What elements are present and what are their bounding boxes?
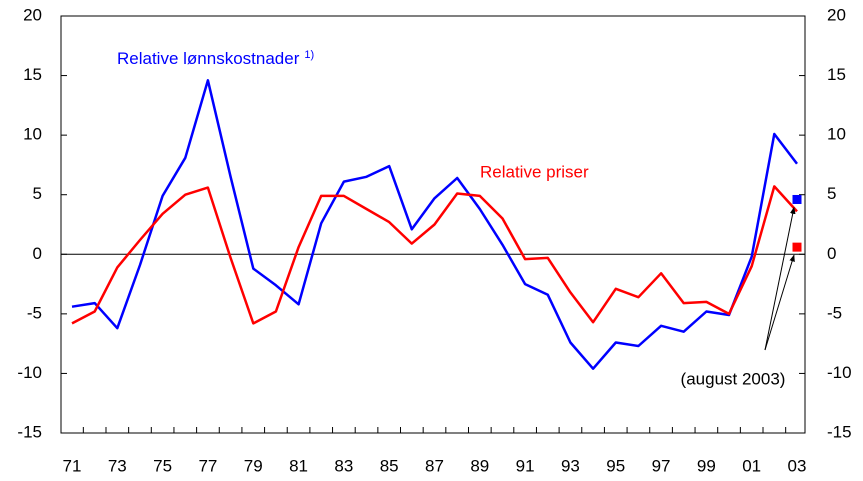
y2-tick-label: 20 bbox=[827, 5, 846, 24]
point-marker bbox=[792, 242, 802, 252]
x-tick-label: 01 bbox=[742, 456, 761, 475]
point-marker bbox=[792, 194, 802, 204]
x-tick-label: 99 bbox=[697, 456, 716, 475]
y2-tick-label: 0 bbox=[827, 244, 836, 263]
plot-frame bbox=[60, 15, 806, 434]
annotation-arrow bbox=[764, 254, 795, 351]
y-tick-label: 5 bbox=[33, 184, 42, 203]
series-label: Relative priser bbox=[480, 162, 589, 181]
x-tick-label: 87 bbox=[425, 456, 444, 475]
x-tick-label: 85 bbox=[380, 456, 399, 475]
y2-tick-label: -5 bbox=[827, 303, 842, 322]
annotation: (august 2003) bbox=[681, 369, 786, 388]
y2-tick-label: -10 bbox=[827, 363, 852, 382]
x-tick-label: 97 bbox=[652, 456, 671, 475]
y-tick-label: -15 bbox=[17, 422, 42, 441]
x-tick-label: 75 bbox=[153, 456, 172, 475]
x-tick-label: 83 bbox=[334, 456, 353, 475]
x-tick-label: 03 bbox=[788, 456, 807, 475]
x-tick-label: 93 bbox=[561, 456, 580, 475]
series-line bbox=[71, 79, 798, 370]
y-tick-label: 10 bbox=[23, 125, 42, 144]
y2-tick-label: -15 bbox=[827, 422, 852, 441]
x-tick-label: 95 bbox=[606, 456, 625, 475]
y2-tick-label: 5 bbox=[827, 184, 836, 203]
y-tick-label: 20 bbox=[23, 5, 42, 24]
series-label-name: Relative lønnskostnader bbox=[117, 49, 300, 68]
series-label-note: 1) bbox=[304, 49, 314, 61]
y-tick-label: -10 bbox=[17, 363, 42, 382]
x-tick-label: 79 bbox=[244, 456, 263, 475]
x-tick-label: 73 bbox=[108, 456, 127, 475]
x-tick-label: 91 bbox=[516, 456, 535, 475]
y-tick-label: 15 bbox=[23, 65, 42, 84]
y-tick-label: -5 bbox=[27, 303, 42, 322]
x-tick-label: 89 bbox=[470, 456, 489, 475]
x-tick-label: 71 bbox=[63, 456, 82, 475]
series-line bbox=[71, 185, 798, 325]
y2-tick-label: 10 bbox=[827, 125, 846, 144]
y2-tick-label: 15 bbox=[827, 65, 846, 84]
y-tick-label: 0 bbox=[33, 244, 42, 263]
x-tick-label: 81 bbox=[289, 456, 308, 475]
annotation-arrow bbox=[764, 206, 796, 351]
x-tick-label: 77 bbox=[198, 456, 217, 475]
series-label: Relative lønnskostnader 1) bbox=[117, 49, 314, 69]
